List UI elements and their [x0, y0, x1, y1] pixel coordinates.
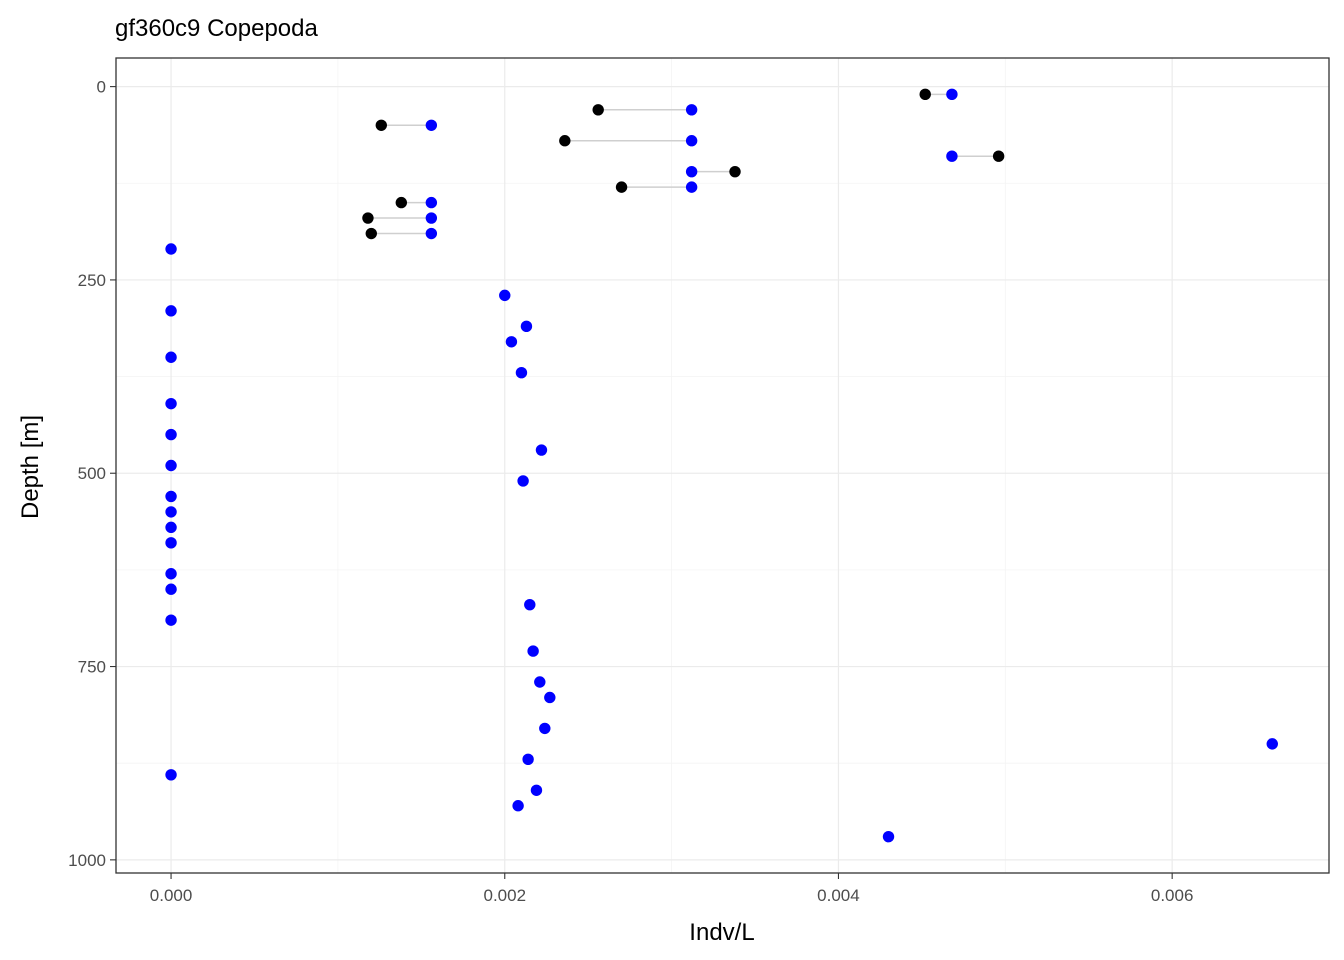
- blue-data-point: [685, 104, 698, 116]
- blue-data-point: [165, 568, 177, 580]
- x-axis-label: Indv/L: [689, 919, 754, 946]
- blue-data-point: [530, 784, 543, 796]
- blue-data-point: [524, 598, 536, 611]
- blue-data-point: [685, 165, 698, 178]
- blue-data-point: [539, 722, 551, 735]
- black-data-point: [362, 212, 374, 224]
- blue-data-point: [165, 521, 177, 534]
- blue-data-point: [882, 830, 895, 843]
- blue-data-point: [425, 196, 438, 209]
- blue-data-point: [165, 583, 177, 595]
- blue-data-point: [520, 320, 533, 333]
- data-points: [165, 88, 1278, 843]
- blue-data-point: [425, 119, 438, 131]
- y-tick-label: 250: [78, 271, 106, 290]
- x-tick-label: 0.006: [1151, 886, 1194, 905]
- blue-data-point: [165, 769, 177, 781]
- blue-data-point: [512, 800, 524, 812]
- x-tick-label: 0.000: [150, 886, 193, 905]
- black-data-point: [919, 88, 931, 101]
- blue-data-point: [535, 444, 548, 456]
- plot-panel-border: [115, 57, 1330, 874]
- y-tick-label: 500: [78, 464, 106, 483]
- black-data-point: [592, 104, 604, 116]
- grid-lines: [116, 58, 1329, 873]
- black-data-point: [992, 150, 1005, 162]
- y-tick-label: 750: [78, 658, 106, 677]
- blue-data-point: [946, 150, 958, 162]
- blue-data-point: [522, 753, 534, 766]
- blue-data-point: [165, 506, 177, 518]
- blue-data-point: [165, 305, 177, 317]
- y-tick-label: 0: [97, 78, 106, 97]
- blue-data-point: [165, 537, 177, 549]
- blue-data-point: [499, 289, 511, 302]
- x-axis: 0.000 0.002 0.004 0.006: [150, 873, 1194, 905]
- x-tick-label: 0.004: [817, 886, 860, 905]
- black-data-point: [559, 135, 571, 147]
- black-data-point: [375, 119, 387, 131]
- blue-data-point: [165, 428, 177, 441]
- blue-data-point: [534, 676, 546, 688]
- blue-data-point: [165, 243, 177, 255]
- black-data-point: [395, 196, 408, 209]
- black-data-point: [365, 227, 377, 240]
- blue-data-point: [685, 135, 698, 147]
- blue-data-point: [527, 645, 539, 657]
- x-tick-label: 0.002: [483, 886, 526, 905]
- blue-data-point: [165, 397, 177, 410]
- blue-data-point: [165, 459, 177, 472]
- blue-data-point: [165, 614, 177, 626]
- blue-data-point: [505, 336, 518, 348]
- blue-data-point: [165, 490, 177, 503]
- blue-data-point: [425, 212, 438, 224]
- black-data-point: [615, 181, 628, 193]
- blue-data-point: [515, 367, 528, 379]
- y-axis: 0 250 500 750 1000: [68, 78, 116, 870]
- blue-data-point: [1266, 738, 1278, 750]
- black-data-point: [729, 165, 741, 178]
- blue-data-point: [946, 88, 958, 101]
- blue-data-point: [685, 181, 698, 193]
- y-tick-label: 1000: [68, 851, 106, 870]
- blue-data-point: [165, 351, 177, 363]
- y-axis-label: Depth [m]: [17, 415, 44, 519]
- blue-data-point: [544, 691, 556, 704]
- blue-data-point: [425, 227, 438, 240]
- chart-title: gf360c9 Copepoda: [115, 15, 318, 42]
- blue-data-point: [517, 475, 529, 487]
